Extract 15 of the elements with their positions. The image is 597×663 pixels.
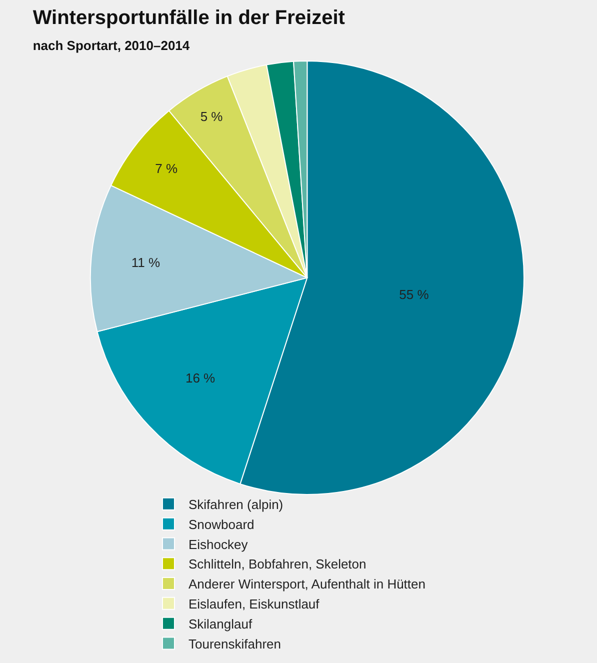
chart-title: Wintersportunfälle in der Freizeit xyxy=(32,6,346,29)
data-label: 5 % xyxy=(200,108,224,124)
chart-subtitle: nach Sportart, 2010–2014 xyxy=(32,38,190,53)
data-label: 16 % xyxy=(185,370,216,386)
legend-label: Tourenskifahren xyxy=(188,636,281,652)
legend-label: Eishockey xyxy=(188,536,248,552)
legend-label: Eislaufen, Eiskunstlauf xyxy=(188,596,320,612)
legend-label: Snowboard xyxy=(188,516,254,532)
legend-label: Anderer Wintersport, Aufenthalt in Hütten xyxy=(188,576,426,592)
legend-label: Skifahren (alpin) xyxy=(188,497,284,512)
legend-label: Skilanglauf xyxy=(188,616,252,632)
data-label: 7 % xyxy=(155,161,178,176)
data-label: 11 % xyxy=(131,255,160,270)
data-label: 55 % xyxy=(399,287,430,302)
legend-label: Schlitteln, Bobfahren, Skeleton xyxy=(188,556,366,572)
